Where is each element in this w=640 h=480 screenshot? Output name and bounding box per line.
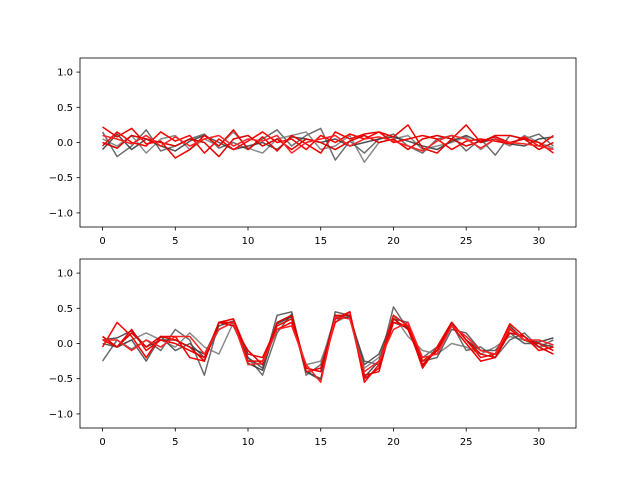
y-tick-label: 1.0 <box>57 269 73 280</box>
x-tick-label: 30 <box>533 437 546 448</box>
y-tick-label: −0.5 <box>49 374 73 385</box>
x-tick-label: 5 <box>172 236 178 247</box>
series-line-6 <box>102 314 554 376</box>
series-line-5 <box>102 134 554 158</box>
x-tick-label: 25 <box>460 236 473 247</box>
x-tick-label: 15 <box>314 236 327 247</box>
x-tick-label: 10 <box>242 437 255 448</box>
x-tick-label: 10 <box>242 236 255 247</box>
x-tick-label: 5 <box>172 437 178 448</box>
series-line-4 <box>102 131 554 154</box>
x-tick-label: 15 <box>314 437 327 448</box>
y-tick-label: 0.5 <box>57 103 73 114</box>
x-tick-label: 25 <box>460 437 473 448</box>
x-tick-label: 0 <box>99 437 105 448</box>
series-line-6 <box>102 134 554 154</box>
x-tick-label: 0 <box>99 236 105 247</box>
bottom-subplot: 0 5 10 15 20 25 30 1.0 0.5 0.0 −0.5 −1.0 <box>49 258 577 448</box>
y-tick-label: 0.0 <box>57 138 73 149</box>
top-subplot: 0 5 10 15 20 25 30 1.0 0.5 0.0 −0.5 −1.0 <box>49 57 577 247</box>
x-tick-label: 20 <box>387 437 400 448</box>
x-tick-label: 30 <box>533 236 546 247</box>
y-tick-label: −1.0 <box>49 208 73 219</box>
y-tick-label: −1.0 <box>49 409 73 420</box>
x-tick-label: 20 <box>387 236 400 247</box>
y-tick-label: 0.0 <box>57 339 73 350</box>
y-tick-label: 1.0 <box>57 68 73 79</box>
y-tick-label: 0.5 <box>57 304 73 315</box>
y-tick-label: −0.5 <box>49 173 73 184</box>
series-line-7 <box>102 315 554 383</box>
